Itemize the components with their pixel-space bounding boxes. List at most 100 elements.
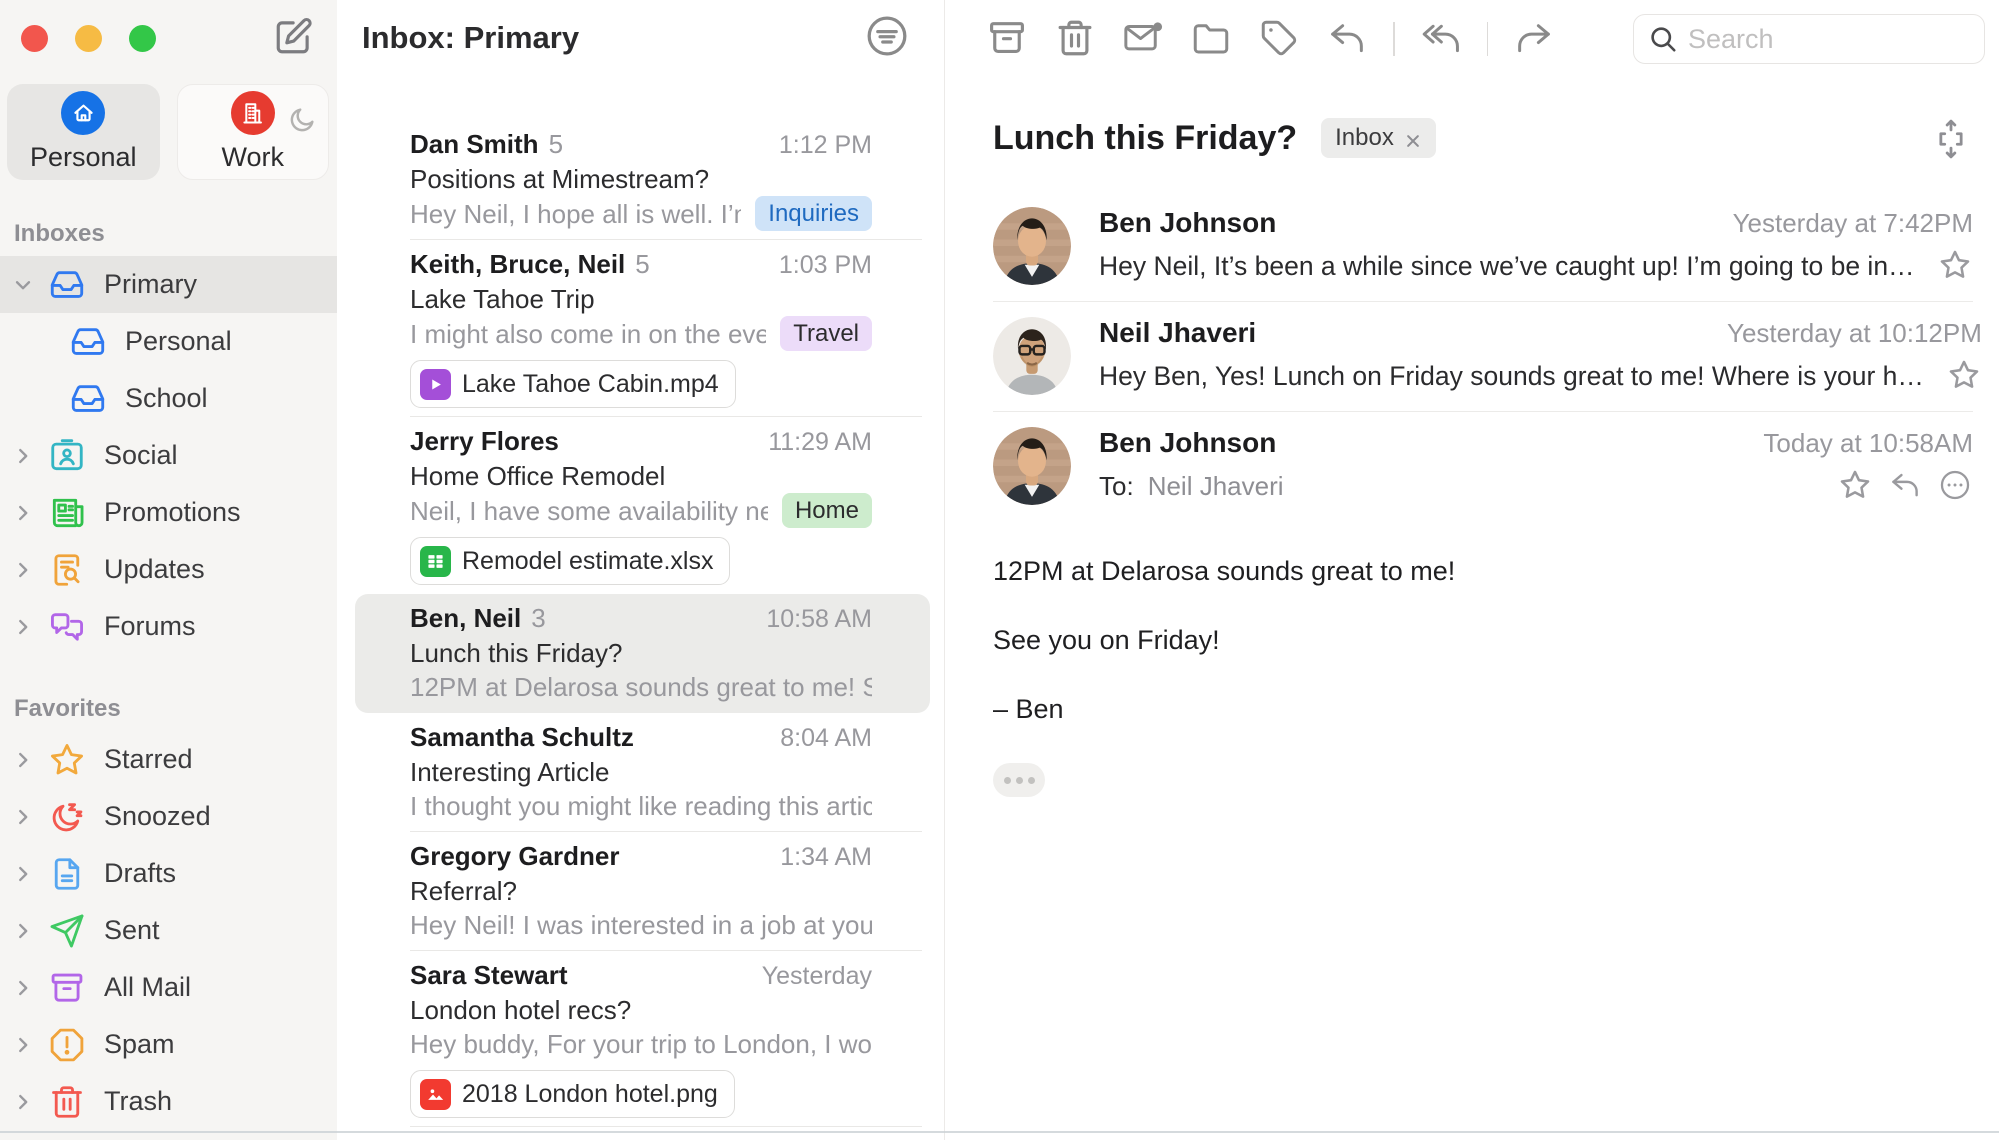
chevron-right-icon[interactable] (12, 916, 42, 946)
email-row-keith-bruce-neil[interactable]: Keith, Bruce, Neil 5 1:03 PM Lake Tahoe Tr… (355, 240, 930, 417)
email-subject: Lunch this Friday? (410, 638, 623, 668)
forward-icon[interactable] (1512, 17, 1556, 61)
message-collapsed-ben-1[interactable]: Ben Johnson Yesterday at 7:42PM Hey Neil… (993, 192, 1973, 302)
attachment-chip[interactable]: 2018 London hotel.png (410, 1070, 735, 1118)
sidebar-item-school[interactable]: School (0, 370, 337, 427)
label-chip[interactable]: Inquiries (755, 196, 872, 231)
inbox-icon (69, 380, 107, 418)
star-icon (48, 741, 86, 779)
chevron-right-icon[interactable] (12, 745, 42, 775)
sidebar-item-personal[interactable]: Personal (0, 313, 337, 370)
message-time: Yesterday at 7:42PM (1732, 208, 1973, 238)
attachment-chip[interactable]: Remodel estimate.xlsx (410, 537, 731, 585)
draft-file-icon (48, 855, 86, 893)
chevron-right-icon[interactable] (12, 612, 42, 642)
mark-unread-icon[interactable] (1121, 17, 1165, 61)
show-quoted-text-button[interactable] (993, 763, 1045, 797)
search-field[interactable] (1633, 14, 1985, 64)
star-icon[interactable] (1837, 468, 1873, 504)
more-options-icon[interactable] (1937, 468, 1973, 504)
to-recipient[interactable]: Neil Jhaveri (1147, 470, 1284, 501)
chevron-right-icon[interactable] (12, 441, 42, 471)
sidebar-item-label: Updates (104, 554, 205, 584)
message-body: 12PM at Delarosa sounds great to me! See… (993, 556, 1973, 797)
minimize-button[interactable] (75, 25, 102, 52)
thread-subject: Lunch this Friday? (993, 118, 1298, 157)
body-paragraph: See you on Friday! (993, 625, 1220, 655)
chevron-right-icon[interactable] (12, 1030, 42, 1060)
star-icon[interactable] (1937, 248, 1973, 284)
email-snippet: Neil, I have some availability next… (410, 495, 768, 526)
message-collapsed-neil[interactable]: Neil Jhaveri Yesterday at 10:12PM Hey Be… (993, 302, 1982, 412)
toolbar (945, 0, 1999, 78)
video-file-icon (420, 368, 451, 400)
sidebar-item-trash[interactable]: Trash (0, 1073, 337, 1130)
sender-name: Keith, Bruce, Neil (410, 249, 626, 279)
zoom-button[interactable] (129, 25, 156, 52)
account-personal[interactable]: Personal (7, 84, 160, 180)
sidebar-item-updates[interactable]: Updates (0, 541, 337, 598)
moon-icon (286, 105, 317, 136)
sidebar-item-primary[interactable]: Primary (0, 256, 337, 313)
sidebar-item-all-mail[interactable]: All Mail (0, 959, 337, 1016)
email-row-sara-stewart[interactable]: Sara Stewart Yesterday London hotel recs?… (355, 951, 930, 1127)
chevron-right-icon[interactable] (12, 555, 42, 585)
inbox-icon (48, 266, 86, 304)
message-sender: Ben Johnson (1099, 207, 1277, 238)
email-row-dan-smith[interactable]: Dan Smith 5 1:12 PM Positions at Mimestrea… (355, 120, 930, 240)
email-subject: Interesting Article (410, 757, 610, 787)
sidebar-item-sent[interactable]: Sent (0, 902, 337, 959)
reply-all-icon[interactable] (1419, 17, 1463, 61)
mailbox-chip[interactable]: Inbox (1321, 118, 1436, 158)
compose-button[interactable] (271, 14, 317, 60)
sidebar-item-social[interactable]: Social (0, 427, 337, 484)
chevron-down-icon[interactable] (12, 270, 42, 300)
search-input[interactable] (1688, 23, 1970, 55)
reply-icon[interactable] (1325, 17, 1369, 61)
chevron-right-icon[interactable] (12, 802, 42, 832)
sidebar-item-forums[interactable]: Forums (0, 598, 337, 655)
email-row-ben-neil-selected[interactable]: Ben, Neil 3 10:58 AM Lunch this Friday? 12… (355, 594, 930, 713)
reply-icon[interactable] (1887, 468, 1923, 504)
label-chip[interactable]: Home (781, 493, 872, 528)
attachment-chip[interactable]: Lake Tahoe Cabin.mp4 (410, 360, 736, 408)
chevron-right-icon[interactable] (12, 859, 42, 889)
avatar (993, 317, 1071, 395)
thread-count: 5 (548, 129, 564, 159)
sender-name: Samantha Schultz (410, 722, 634, 752)
sidebar-item-promotions[interactable]: Promotions (0, 484, 337, 541)
expand-thread-icon[interactable] (1929, 118, 1973, 162)
email-row-gregory-gardner[interactable]: Gregory Gardner 1:34 AM Referral? Hey Nei… (355, 832, 930, 951)
newspaper-icon (48, 494, 86, 532)
email-row-jerry-flores[interactable]: Jerry Flores 11:29 AM Home Office Remodel… (355, 417, 930, 594)
search-icon (1648, 24, 1678, 54)
avatar (993, 427, 1071, 505)
filter-icon[interactable] (863, 13, 911, 61)
message-snippet: Hey Ben, Yes! Lunch on Friday sounds gre… (1099, 360, 1924, 391)
email-time: 10:58 AM (766, 605, 872, 633)
sidebar-item-snoozed[interactable]: Snoozed (0, 788, 337, 845)
sidebar-item-drafts[interactable]: Drafts (0, 845, 337, 902)
sidebar-item-spam[interactable]: Spam (0, 1016, 337, 1073)
reading-pane: Lunch this Friday? Inbox Ben Johnson (944, 0, 1999, 1140)
chevron-right-icon[interactable] (12, 1087, 42, 1117)
email-row-samantha-schultz[interactable]: Samantha Schultz 8:04 AM Interesting Arti… (355, 713, 930, 832)
chevron-right-icon[interactable] (12, 973, 42, 1003)
archive-icon[interactable] (985, 17, 1029, 61)
label-chip[interactable]: Travel (780, 316, 872, 351)
sidebar-item-label: Forums (104, 611, 196, 641)
message-expanded-ben[interactable]: Ben Johnson Today at 10:58AM To: Neil Jh… (993, 412, 1973, 522)
close-icon[interactable] (1404, 129, 1422, 147)
label-tag-icon[interactable] (1257, 17, 1301, 61)
account-work[interactable]: Work (176, 84, 329, 180)
message-time: Yesterday at 10:12PM (1727, 318, 1982, 348)
move-to-folder-icon[interactable] (1189, 17, 1233, 61)
star-icon[interactable] (1946, 358, 1982, 394)
sender-name: Jerry Flores (410, 426, 559, 456)
chevron-right-icon[interactable] (12, 498, 42, 528)
sender-name: Sara Stewart (410, 960, 568, 990)
sidebar-item-starred[interactable]: Starred (0, 731, 337, 788)
close-button[interactable] (21, 25, 48, 52)
paper-plane-icon (48, 912, 86, 950)
trash-icon[interactable] (1053, 17, 1097, 61)
